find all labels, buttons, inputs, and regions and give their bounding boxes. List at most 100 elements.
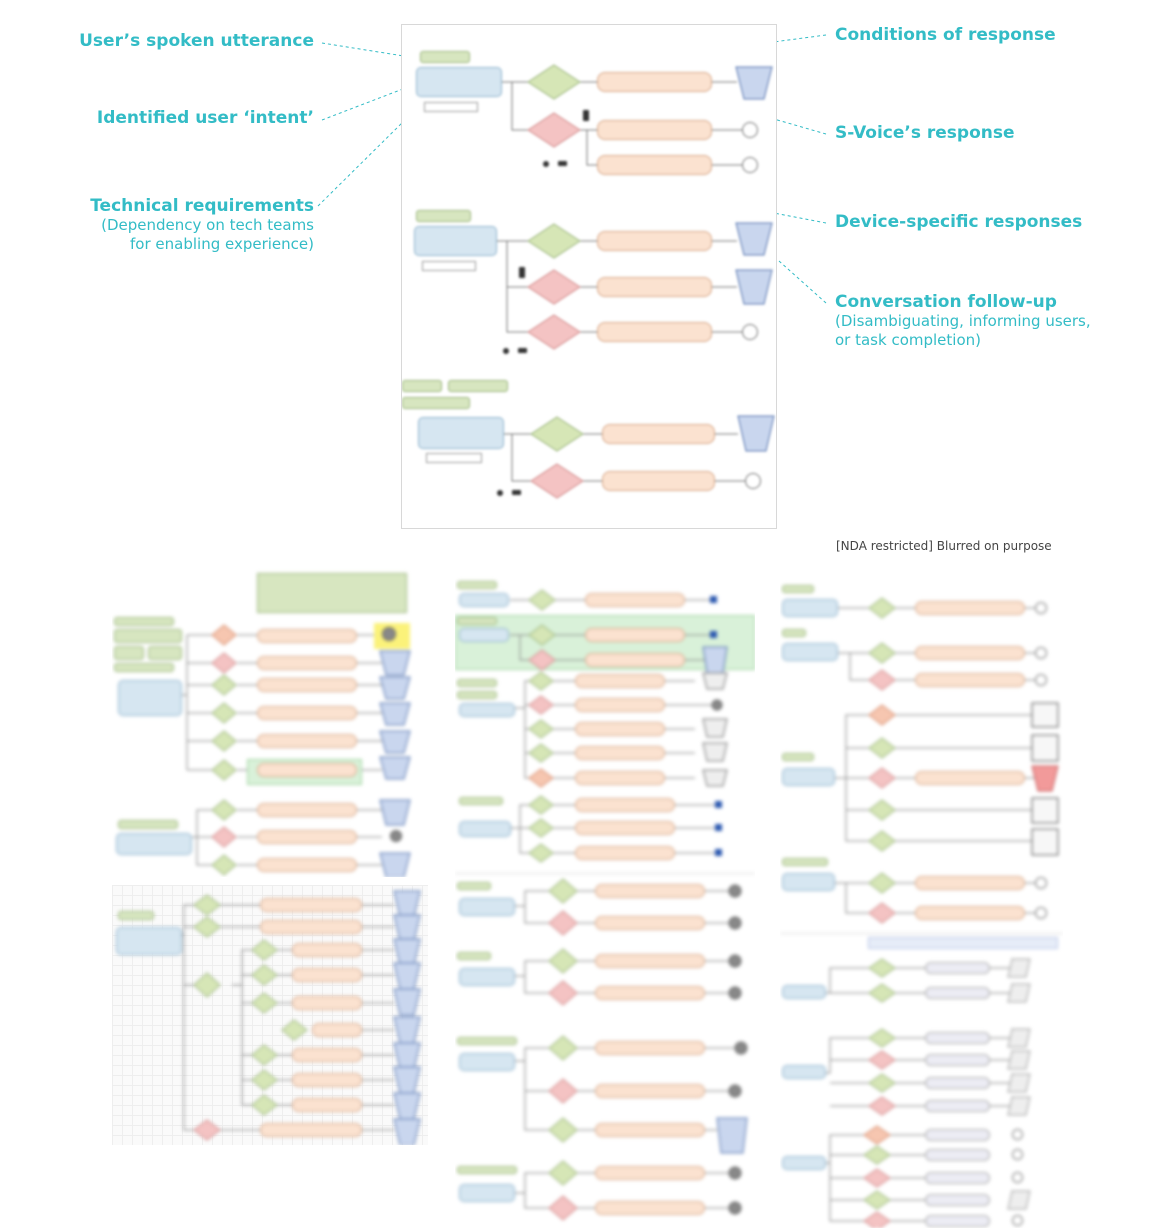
leader-intent [321,86,409,121]
list-item [925,1054,990,1066]
response-node [585,653,685,667]
utterance-node [416,210,471,222]
annotation-followup-sub2: or task completion) [835,331,981,349]
response-node [257,678,357,692]
note-block [868,937,1058,949]
utterance-node [457,617,497,625]
response-node [292,1048,362,1062]
annotation-intent: Identified user ‘intent’ [97,108,314,128]
end-node [742,157,758,173]
utterance-node [148,646,182,660]
intent-node [782,1065,826,1079]
leader-followup [769,252,827,304]
blurred-flow-panel-middle [455,573,755,1228]
utterance-node [457,882,491,890]
leader-tech [317,114,411,207]
response-node [292,1098,362,1112]
utterance-node [782,753,814,761]
end-node [1012,1129,1023,1140]
response-node [575,771,665,785]
response-node [595,884,705,898]
utterance-node [118,820,178,829]
end-node [1012,1149,1023,1160]
response-node [597,155,712,175]
response-node [257,734,357,748]
annotation-svoice-title: S-Voice’s response [835,123,1015,143]
annotation-tech: Technical requirements (Dependency on te… [90,196,314,254]
response-node [260,898,362,912]
response-node [257,629,357,643]
response-node [257,830,357,844]
intent-node [116,927,182,955]
response-node [575,698,665,712]
utterance-node [459,797,503,805]
intent-node [416,67,502,97]
annotation-utterance-title: User’s spoken utterance [79,31,314,51]
utterance-node [457,1037,517,1045]
utterance-node [782,858,828,866]
response-node [595,954,705,968]
utterance-node [457,952,491,960]
utterance-node [782,629,806,637]
annotation-tech-title: Technical requirements [90,196,314,216]
annotation-followup-title: Conversation follow-up [835,292,1057,312]
end-node [1035,674,1047,686]
intent-node [782,768,835,786]
response-node [915,601,1025,615]
intent-node [414,226,497,256]
blurred-flow-panel-right [780,573,1063,1228]
note-block [257,573,407,613]
intent-node [459,1184,515,1202]
utterance-node [457,679,497,687]
response-node [595,1041,705,1055]
intent-node [116,833,192,855]
blurred-flow-content [112,565,428,877]
list-item [925,1129,990,1141]
annotation-device: Device-specific responses [835,212,1082,232]
blurred-flow-connectors [182,890,421,1145]
annotation-followup: Conversation follow-up (Disambiguating, … [835,292,1091,350]
end-node [1035,907,1047,919]
response-node [595,916,705,930]
response-node [585,628,685,642]
intent-node [418,417,504,449]
end-node [1035,602,1047,614]
response-node [602,424,715,444]
response-node [575,674,665,688]
response-node [292,1073,362,1087]
blurred-flow-connectors [825,597,1059,1228]
utterance-node [402,397,470,409]
blurred-flow-panel-left-top [112,565,428,877]
utterance-node [118,911,154,920]
list-item [925,962,990,974]
intent-node [782,599,838,617]
annotation-conditions: Conditions of response [835,25,1056,45]
annotation-tech-sub2: for enabling experience) [130,235,314,253]
response-node [602,471,715,491]
blurred-flow-content [112,885,428,1145]
intent-node [459,628,509,642]
utterance-node [457,581,497,589]
user-pref-node [424,102,478,112]
response-node [257,706,357,720]
response-node [292,943,362,957]
end-node [1012,1215,1023,1226]
intent-node [782,643,838,661]
annotation-device-title: Device-specific responses [835,212,1083,232]
response-node [312,1023,362,1037]
intent-node [459,703,515,717]
utterance-node [114,629,182,643]
end-node [1035,647,1047,659]
divider [780,933,1063,934]
main-flow-panel [401,24,777,529]
end-node [1012,1172,1023,1183]
utterance-node [114,617,174,626]
blurred-flow-connectors [182,624,411,877]
annotation-intent-title: Identified user ‘intent’ [96,108,314,128]
annotation-svoice: S-Voice’s response [835,123,1015,143]
user-pref-node [426,453,482,463]
divider [455,873,755,874]
list-item [925,1172,990,1184]
utterance-node [114,663,174,672]
annotation-followup-sub1: (Disambiguating, informing users, [835,312,1091,330]
